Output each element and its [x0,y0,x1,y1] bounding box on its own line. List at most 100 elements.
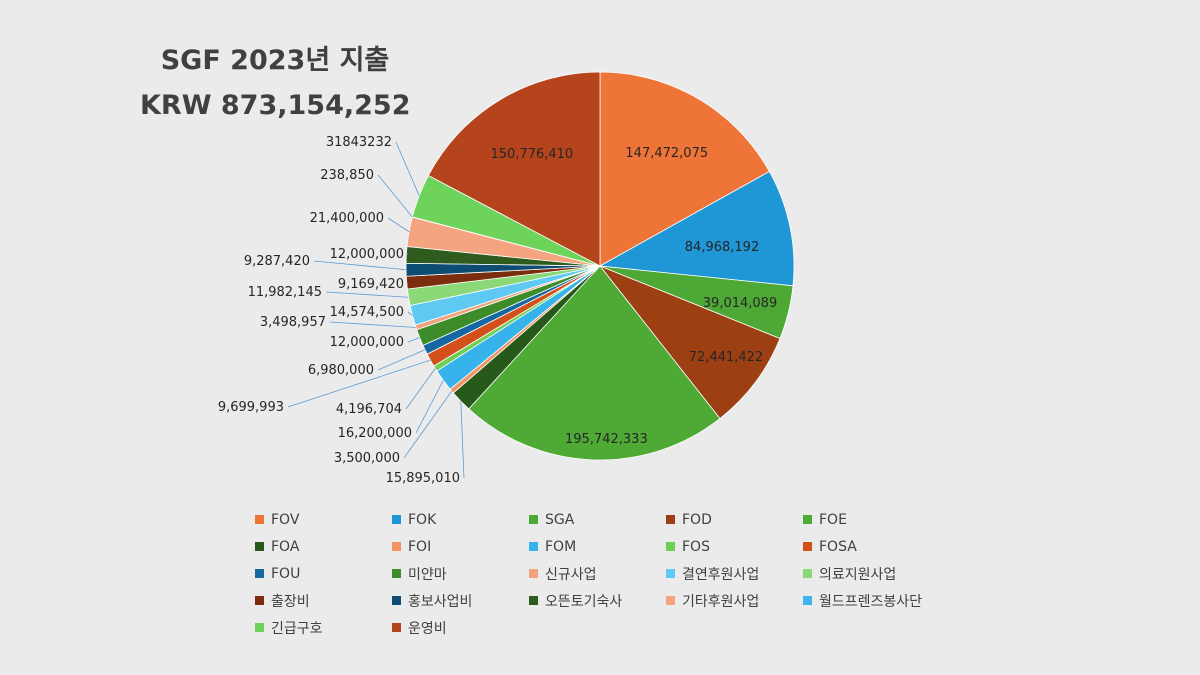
leader-line-8 [415,380,444,434]
leader-line-18 [406,253,409,256]
data-label-16: 9,169,420 [338,277,404,292]
legend-label: FOK [408,511,437,528]
data-label-15: 11,982,145 [248,285,322,300]
data-label-8: 16,200,000 [338,426,412,441]
legend-swatch [803,596,812,605]
legend-swatch [392,542,401,551]
leader-line-6 [460,401,465,479]
chart-title-line-2: KRW 873,154,252 [140,90,411,121]
legend-swatch [803,515,812,524]
pie-slice-22 [427,71,601,267]
legend-item-15: 의료지원사업 [803,560,940,587]
legend-label: 기타후원사업 [682,593,760,610]
data-label-20: 238,850 [320,168,374,183]
legend-label: 미얀마 [408,566,447,583]
pie-slice-4 [598,265,781,420]
legend-swatch [255,515,264,524]
legend-item-21: 긴급구호 [255,614,392,641]
legend-item-8: FOM [529,533,666,560]
data-label-6: 15,895,010 [386,471,460,486]
pie-slice-1 [599,71,770,267]
leader-line-11 [377,349,426,371]
legend-item-2: FOK [392,506,529,533]
leader-line-15 [325,291,409,298]
leader-line-9 [405,368,436,410]
legend-label: FOI [408,538,432,555]
leader-line-13 [329,321,417,328]
legend-swatch [666,542,675,551]
legend-item-9: FOS [666,533,803,560]
legend-swatch [803,569,812,578]
leader-line-16 [406,282,409,285]
chart-legend: FOV FOK SGA FOD FOE FOA FOI FOM FOS FOSA FOU 미얀마 신규사… [255,506,1015,641]
leader-line-12 [407,337,420,343]
legend-swatch [529,515,538,524]
data-label-11: 6,980,000 [308,363,374,378]
legend-label: 오뜬토기숙사 [545,593,623,610]
chart-title-line-1: SGF 2023년 지출 [160,45,390,76]
legend-item-22: 운영비 [392,614,529,641]
data-label-9: 4,196,704 [336,402,402,417]
data-label-13: 3,498,957 [260,315,326,330]
data-label-14: 14,574,500 [330,305,404,320]
legend-item-1: FOV [255,506,392,533]
legend-swatch [255,569,264,578]
leader-line-21 [395,141,420,196]
legend-swatch [529,542,538,551]
legend-swatch [392,623,401,632]
data-label-21: 31843232 [326,135,392,150]
legend-item-3: SGA [529,506,666,533]
legend-label: 월드프렌즈봉사단 [819,593,923,610]
legend-item-10: FOSA [803,533,940,560]
legend-item-6: FOA [255,533,392,560]
legend-item-7: FOI [392,533,529,560]
legend-label: FOSA [819,538,857,555]
legend-item-20: 월드프렌즈봉사단 [803,587,940,614]
data-label-19: 21,400,000 [310,211,384,226]
leader-line-20 [377,174,413,218]
data-label-5: 195,742,333 [565,432,648,447]
legend-swatch [529,569,538,578]
legend-item-4: FOD [666,506,803,533]
legend-label: FOV [271,511,300,528]
legend-item-18: 오뜬토기숙사 [529,587,666,614]
data-label-17: 9,287,420 [244,254,310,269]
pie-slice-5 [468,265,721,461]
data-label-10: 9,699,993 [218,400,284,415]
legend-item-13: 신규사업 [529,560,666,587]
legend-swatch [803,542,812,551]
data-label-4: 72,441,422 [689,350,763,365]
legend-label: 의료지원사업 [819,566,897,583]
legend-item-11: FOU [255,560,392,587]
legend-label: FOA [271,538,300,555]
legend-swatch [529,596,538,605]
data-label-2: 84,968,192 [685,240,759,255]
leader-line-14 [407,311,413,316]
leader-line-17 [313,260,407,271]
legend-swatch [392,569,401,578]
data-label-12: 12,000,000 [330,335,404,350]
legend-label: FOS [682,538,710,555]
legend-label: 신규사업 [545,566,597,583]
data-label-22: 150,776,410 [491,147,574,162]
chart-title: SGF 2023년 지출 KRW 873,154,252 [140,38,411,128]
legend-swatch [392,596,401,605]
legend-item-19: 기타후원사업 [666,587,803,614]
leader-line-10 [287,359,431,408]
legend-item-14: 결연후원사업 [666,560,803,587]
legend-label: 홍보사업비 [408,593,473,610]
legend-label: FOE [819,511,847,528]
data-label-3: 39,014,089 [703,296,777,311]
leader-line-19 [387,217,410,233]
legend-label: 출장비 [271,593,310,610]
data-label-7: 3,500,000 [334,451,400,466]
legend-swatch [255,596,264,605]
legend-swatch [666,569,675,578]
legend-label: FOU [271,565,301,582]
legend-label: FOD [682,511,712,528]
legend-label: 긴급구호 [271,620,323,637]
legend-swatch [255,623,264,632]
legend-swatch [255,542,264,551]
legend-item-17: 홍보사업비 [392,587,529,614]
legend-label: 결연후원사업 [682,566,760,583]
